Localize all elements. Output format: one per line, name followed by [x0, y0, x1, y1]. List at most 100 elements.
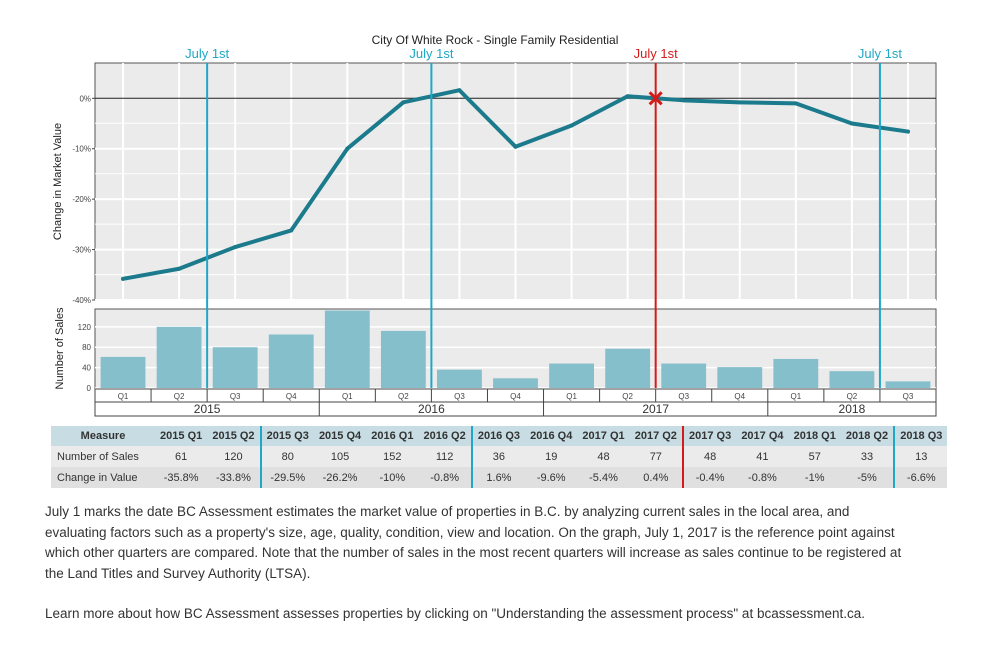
table-cell: -10% [366, 467, 419, 488]
quarter-tick-label: Q3 [903, 392, 914, 401]
year-label: 2016 [418, 402, 445, 416]
table-header-cell: 2015 Q2 [207, 426, 261, 446]
quarter-tick-label: Q1 [118, 392, 129, 401]
sales-bar [212, 347, 258, 388]
bar-y-tick-label: 80 [82, 343, 91, 352]
table-cell: 1.6% [470, 467, 526, 488]
y-axis-title-bottom: Number of Sales [54, 307, 66, 389]
sales-bar [829, 371, 875, 388]
reference-x-marker [648, 91, 663, 106]
table-header-cell: 2018 Q2 [840, 426, 895, 446]
july-1st-label: July 1st [858, 46, 902, 61]
table-cell: 152 [366, 446, 419, 467]
sales-bar [324, 310, 370, 388]
table-cell: 77 [629, 446, 683, 467]
table-cell: -26.2% [313, 467, 367, 488]
july-1st-label: July 1st [409, 46, 453, 61]
table-header-cell: 2015 Q3 [259, 426, 314, 446]
quarter-tick-label: Q2 [622, 392, 633, 401]
sales-bar [885, 381, 931, 388]
quarter-tick-label: Q2 [398, 392, 409, 401]
table-header-cell: 2015 Q4 [313, 426, 367, 446]
y-tick-label: 0% [79, 94, 91, 103]
year-label: 2015 [194, 402, 221, 416]
table-row-label: Change in Value [51, 467, 155, 488]
table-cell: 61 [155, 446, 208, 467]
table-cell: 112 [418, 446, 472, 467]
table-header-cell: 2016 Q2 [418, 426, 472, 446]
market-value-point [793, 101, 798, 106]
sales-bar [605, 348, 651, 388]
table-cell: 48 [681, 446, 737, 467]
quarter-tick-label: Q1 [566, 392, 577, 401]
bar-y-tick-label: 40 [82, 364, 91, 373]
table-cell: 36 [470, 446, 526, 467]
sales-bar [156, 326, 202, 388]
data-table: Measure 2015 Q1 2015 Q2 2015 Q3 2015 Q4 2016 … [51, 426, 948, 488]
july-1st-label: July 1st [185, 46, 229, 61]
table-cell: -1% [788, 467, 841, 488]
bar-y-tick-label: 120 [78, 323, 92, 332]
table-header-cell: 2017 Q1 [577, 426, 630, 446]
y-tick-label: -30% [72, 246, 91, 255]
market-value-point [345, 146, 350, 151]
market-value-point [177, 266, 182, 271]
notes-paragraph-1: July 1 marks the date BC Assessment esti… [45, 504, 902, 581]
table-cell: 33 [840, 446, 895, 467]
table-cell: 19 [525, 446, 578, 467]
sales-bar [717, 367, 763, 388]
table-row: Change in Value -35.8% -33.8% -29.5% -26.2% -… [51, 467, 948, 488]
table-header-cell: 2018 Q1 [788, 426, 841, 446]
table-cell: -0.4% [681, 467, 737, 488]
sales-bar [380, 330, 426, 388]
table-cell: 13 [893, 446, 948, 467]
sales-bar [100, 356, 146, 388]
table-cell: -29.5% [259, 467, 314, 488]
quarter-tick-label: Q1 [790, 392, 801, 401]
market-value-point [905, 129, 910, 134]
market-value-point [513, 144, 518, 149]
market-value-point [401, 100, 406, 105]
market-value-point [569, 123, 574, 128]
table-header-measure: Measure [51, 426, 155, 446]
table-header-cell: 2016 Q3 [470, 426, 526, 446]
table-header-cell: 2018 Q3 [893, 426, 948, 446]
quarter-tick-label: Q4 [286, 392, 297, 401]
table-cell: 41 [736, 446, 789, 467]
sales-bar [437, 369, 482, 388]
y-axis-title-top: Change in Market Value [52, 123, 64, 240]
table-row: Number of Sales 61 120 80 105 152 112 36 19 48 77 4… [51, 446, 948, 467]
table-cell: 80 [259, 446, 314, 467]
table-row-label: Number of Sales [51, 446, 155, 467]
notes-paragraph-2: Learn more about how BC Assessment asses… [45, 606, 865, 621]
sales-bar [661, 363, 707, 388]
quarter-tick-label: Q3 [454, 392, 465, 401]
quarter-tick-label: Q1 [342, 392, 353, 401]
market-value-point [233, 245, 238, 250]
sales-bar [773, 358, 819, 388]
y-tick-label: -20% [72, 195, 91, 204]
market-value-point [121, 276, 126, 281]
market-value-point [625, 94, 630, 99]
sales-bar [268, 334, 314, 388]
table-header-cell: 2017 Q2 [629, 426, 683, 446]
sales-bar [549, 363, 594, 388]
table-header-cell: 2015 Q1 [155, 426, 208, 446]
table-cell: 48 [577, 446, 630, 467]
table-cell: 0.4% [629, 467, 683, 488]
table-header-cell: 2016 Q1 [366, 426, 419, 446]
quarter-tick-label: Q4 [734, 392, 745, 401]
market-value-point [457, 88, 462, 93]
table-cell: 120 [207, 446, 261, 467]
year-label: 2017 [642, 402, 669, 416]
table-header-cell: 2016 Q4 [525, 426, 578, 446]
market-value-point [681, 98, 686, 103]
table-header-row: Measure 2015 Q1 2015 Q2 2015 Q3 2015 Q4 2016 … [51, 426, 948, 446]
quarter-tick-label: Q4 [510, 392, 521, 401]
quarter-tick-label: Q2 [174, 392, 185, 401]
table-header-cell: 2017 Q3 [681, 426, 737, 446]
year-label: 2018 [839, 402, 866, 416]
y-tick-label: -10% [72, 145, 91, 154]
chart: City Of White Rock - Single Family Resid… [52, 33, 937, 417]
table-cell: -5.4% [577, 467, 630, 488]
